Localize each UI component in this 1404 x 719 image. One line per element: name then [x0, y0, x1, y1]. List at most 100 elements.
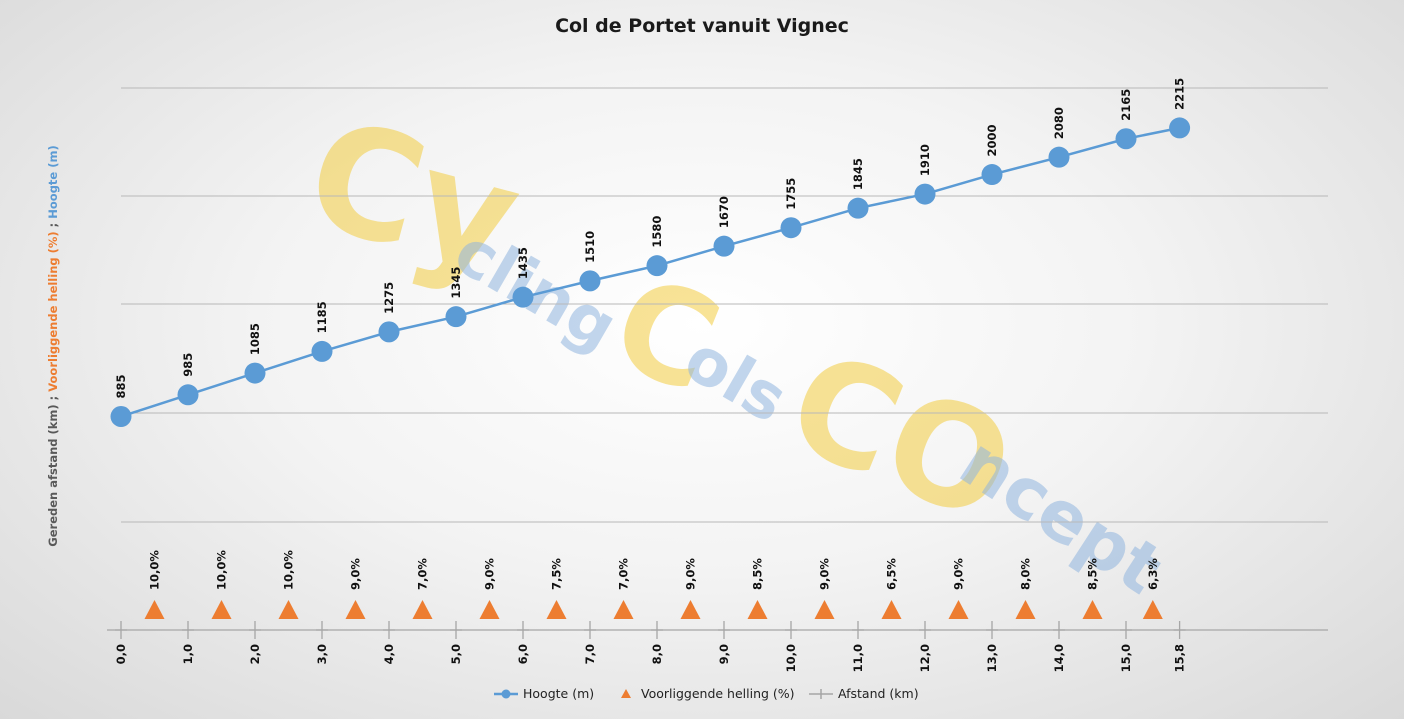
- elevation-point: [445, 306, 467, 328]
- gradient-label: 10,0%: [215, 550, 229, 590]
- gradient-label: 8,5%: [751, 558, 765, 590]
- legend-swatch-gradient: [621, 689, 631, 698]
- gradient-label: 9,0%: [952, 558, 966, 590]
- gridlines: [121, 87, 1328, 523]
- gradient-marker: [881, 600, 902, 619]
- elevation-label: 1510: [583, 231, 597, 263]
- elevation-label: 1085: [248, 323, 262, 355]
- x-tick-label: 15,8: [1173, 644, 1187, 672]
- elevation-label: 1435: [516, 247, 530, 279]
- gradient-marker: [613, 600, 634, 619]
- elevation-point: [579, 270, 601, 292]
- x-tick-label: 0,0: [114, 644, 128, 664]
- elevation-point: [378, 321, 400, 343]
- x-tick-label: 14,0: [1052, 644, 1066, 672]
- gradient-label: 7,0%: [416, 558, 430, 590]
- legend-label-distance: Afstand (km): [838, 686, 919, 701]
- legend-label-gradient: Voorliggende helling (%): [641, 686, 795, 701]
- elevation-label: 1755: [784, 178, 798, 210]
- y-axis-label-part: Voorliggende helling (%): [46, 231, 60, 391]
- x-tick-label: 4,0: [382, 644, 396, 664]
- y-axis-label-part: ;: [46, 219, 60, 232]
- gradient-marker: [1082, 600, 1103, 619]
- elevation-point: [512, 286, 534, 308]
- elevation-point: [713, 235, 735, 257]
- x-tick-label: 15,0: [1119, 644, 1133, 672]
- gradient-label: 8,5%: [1086, 558, 1100, 590]
- y-axis-label-part: Gereden afstand (km) ;: [46, 392, 60, 547]
- elevation-point: [646, 255, 668, 277]
- gradient-label: 6,5%: [885, 558, 899, 590]
- elevation-point: [780, 217, 802, 239]
- chart-title: Col de Portet vanuit Vignec: [555, 15, 849, 37]
- legend-swatch-elevation-dot: [501, 689, 511, 699]
- x-tick-label: 6,0: [516, 644, 530, 664]
- x-tick-label: 12,0: [918, 644, 932, 672]
- x-tick-label: 10,0: [784, 644, 798, 672]
- elevation-point: [177, 384, 199, 406]
- elevation-point: [981, 164, 1003, 186]
- watermark-word-cling: cling: [442, 215, 629, 366]
- elevation-point: [914, 183, 936, 205]
- gradient-label: 9,0%: [684, 558, 698, 590]
- gradient-marker: [680, 600, 701, 619]
- plot-series: 885 985 1085 1185 1275 1345 1435 1510 1580 1670 17…: [110, 78, 1191, 619]
- x-tick-label: 11,0: [851, 644, 865, 672]
- elevation-label: 1845: [851, 158, 865, 190]
- gradient-marker: [211, 600, 232, 619]
- gradient-marker: [345, 600, 366, 619]
- elevation-label: 885: [114, 374, 128, 398]
- gradient-marker: [747, 600, 768, 619]
- gradient-marker: [546, 600, 567, 619]
- x-tick-label: 3,0: [315, 644, 329, 664]
- gradient-marker: [1015, 600, 1036, 619]
- elevation-point: [1169, 117, 1191, 139]
- elevation-point: [311, 340, 333, 362]
- gradient-label: 9,0%: [349, 558, 363, 590]
- elevation-point: [1115, 128, 1137, 150]
- x-tick-label: 9,0: [717, 644, 731, 664]
- gradient-marker: [412, 600, 433, 619]
- elevation-label: 2000: [985, 125, 999, 157]
- elevation-label: 2080: [1052, 107, 1066, 139]
- elevation-point: [847, 197, 869, 219]
- gradient-label: 9,0%: [818, 558, 832, 590]
- elevation-label: 2215: [1173, 78, 1187, 110]
- x-tick-label: 8,0: [650, 644, 664, 664]
- x-tick-label: 7,0: [583, 644, 597, 664]
- gradient-label: 6,3%: [1146, 558, 1160, 590]
- elevation-point: [110, 406, 132, 427]
- gradient-label: 10,0%: [148, 550, 162, 590]
- gradient-marker: [479, 600, 500, 619]
- gradient-marker: [278, 600, 299, 619]
- elevation-point: [1048, 146, 1070, 168]
- gradient-label: 9,0%: [483, 558, 497, 590]
- gradient-marker: [948, 600, 969, 619]
- gradient-label: 10,0%: [282, 550, 296, 590]
- gradient-label: 8,0%: [1019, 558, 1033, 590]
- gradient-marker: [814, 600, 835, 619]
- y-axis-label-part: Hoogte (m): [46, 145, 60, 218]
- elevation-label: 1910: [918, 144, 932, 176]
- elevation-point: [244, 362, 266, 384]
- elevation-label: 1275: [382, 282, 396, 314]
- legend: Hoogte (m) Voorliggende helling (%) Afstan…: [494, 686, 919, 701]
- legend-label-elevation: Hoogte (m): [523, 686, 594, 701]
- elevation-label: 2165: [1119, 89, 1133, 121]
- gradient-label: 7,0%: [617, 558, 631, 590]
- x-tick-label: 5,0: [449, 644, 463, 664]
- gradient-marker: [1142, 600, 1163, 619]
- x-tick-label: 13,0: [985, 644, 999, 672]
- elevation-label: 1345: [449, 267, 463, 299]
- elevation-label: 1580: [650, 216, 664, 248]
- gradient-label: 7,5%: [550, 558, 564, 590]
- elevation-label: 1670: [717, 196, 731, 228]
- elevation-label: 985: [181, 353, 195, 377]
- elevation-label: 1185: [315, 301, 329, 333]
- x-tick-label: 1,0: [181, 644, 195, 664]
- gradient-marker: [144, 600, 165, 619]
- x-tick-label: 2,0: [248, 644, 262, 664]
